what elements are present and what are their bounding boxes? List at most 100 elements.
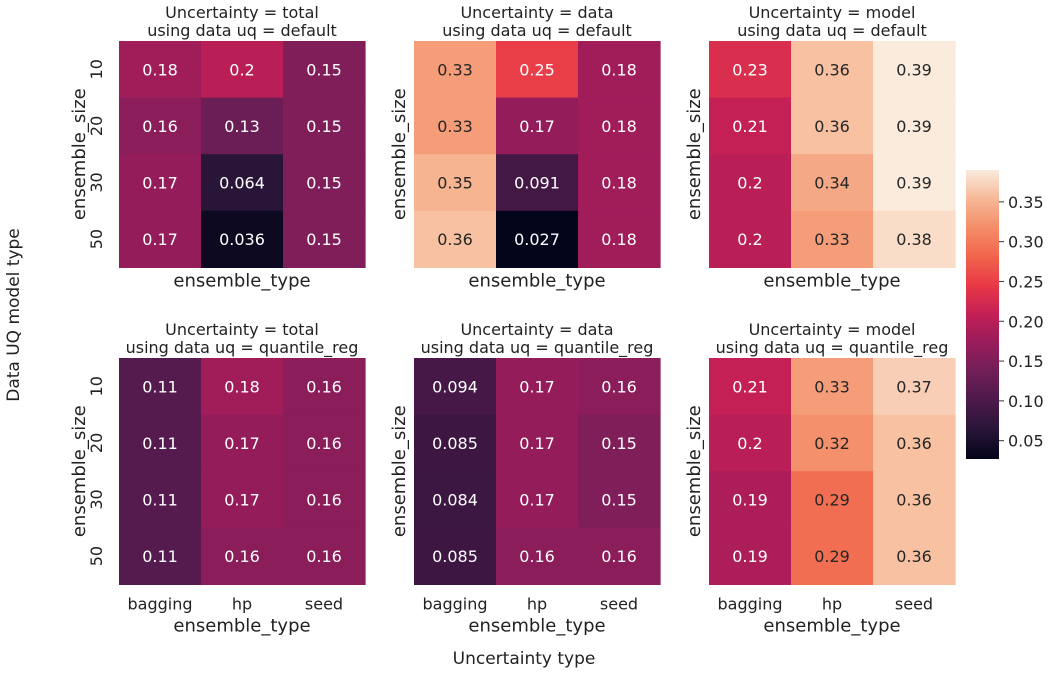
heatmap-cell bbox=[201, 414, 284, 472]
heatmap-cell bbox=[578, 97, 661, 155]
x-tick-label: bagging bbox=[422, 594, 487, 613]
cell-value-label: 0.25 bbox=[519, 60, 555, 79]
cell-value-label: 0.16 bbox=[142, 117, 178, 136]
panel-title-line1: Uncertainty = model bbox=[749, 320, 916, 339]
cell-value-label: 0.18 bbox=[601, 117, 637, 136]
y-axis-label: ensemble_size bbox=[69, 405, 90, 537]
y-tick-label: 20 bbox=[87, 116, 106, 136]
y-tick-label: 30 bbox=[87, 489, 106, 509]
cell-value-label: 0.084 bbox=[432, 491, 478, 510]
heatmap-cell bbox=[578, 154, 661, 212]
heatmap-cell bbox=[709, 471, 792, 529]
y-axis-label: ensemble_size bbox=[389, 88, 410, 220]
x-tick-label: seed bbox=[895, 594, 933, 613]
heatmap-cell bbox=[201, 471, 284, 529]
heatmap-cell bbox=[791, 414, 874, 472]
cell-value-label: 0.36 bbox=[814, 117, 850, 136]
heatmap-cell bbox=[201, 527, 284, 585]
cell-value-label: 0.36 bbox=[896, 491, 932, 510]
cell-value-label: 0.16 bbox=[306, 491, 342, 510]
heatmap-cell bbox=[709, 210, 792, 268]
cell-value-label: 0.15 bbox=[601, 434, 637, 453]
heatmap-cell bbox=[201, 358, 284, 416]
heatmap-cell bbox=[791, 154, 874, 212]
cell-value-label: 0.18 bbox=[601, 230, 637, 249]
x-tick-label: bagging bbox=[127, 594, 192, 613]
cell-value-label: 0.2 bbox=[229, 60, 254, 79]
cell-value-label: 0.11 bbox=[142, 547, 178, 566]
x-axis-label: ensemble_type bbox=[763, 270, 900, 291]
heatmap-panel-2: 0.33 0.25 0.18 0.33 0.17 0.18 0.35 0.091 0.18 0.3… bbox=[389, 3, 661, 291]
heatmap-panels: 0.18 0.2 0.15 0.16 0.13 0.15 0.17 0.064 0.15 0.17… bbox=[69, 3, 956, 636]
heatmap-cell bbox=[496, 210, 579, 268]
x-axis-label: ensemble_type bbox=[468, 615, 605, 636]
y-tick-label: 10 bbox=[87, 376, 106, 396]
heatmap-cell bbox=[119, 527, 202, 585]
y-axis-label: ensemble_size bbox=[684, 88, 705, 220]
heatmap-cell bbox=[283, 527, 366, 585]
cell-value-label: 0.11 bbox=[142, 377, 178, 396]
cell-value-label: 0.21 bbox=[732, 117, 768, 136]
colorbar-tick-label: 0.10 bbox=[1008, 392, 1044, 411]
heatmap-cell bbox=[709, 97, 792, 155]
cell-value-label: 0.34 bbox=[814, 174, 850, 193]
cell-value-label: 0.16 bbox=[519, 547, 555, 566]
cell-value-label: 0.16 bbox=[306, 377, 342, 396]
heatmap-cell bbox=[578, 210, 661, 268]
heatmap-cell bbox=[283, 210, 366, 268]
colorbar-tick-label: 0.25 bbox=[1008, 272, 1044, 291]
heatmap-cell bbox=[201, 97, 284, 155]
heatmap-cell bbox=[201, 41, 284, 99]
heatmap-cell bbox=[283, 154, 366, 212]
colorbar-tick-label: 0.35 bbox=[1008, 193, 1044, 212]
cell-value-label: 0.17 bbox=[224, 491, 260, 510]
cell-value-label: 0.21 bbox=[732, 377, 768, 396]
heatmap-cell bbox=[709, 414, 792, 472]
heatmap-cell bbox=[873, 358, 956, 416]
colorbar-tick-label: 0.15 bbox=[1008, 352, 1044, 371]
heatmap-cell bbox=[578, 471, 661, 529]
y-tick-label: 50 bbox=[87, 546, 106, 566]
heatmap-cell bbox=[119, 358, 202, 416]
panel-title-line2: using data uq = default bbox=[737, 21, 927, 40]
y-axis-label: ensemble_size bbox=[69, 88, 90, 220]
x-axis-label: ensemble_type bbox=[468, 270, 605, 291]
cell-value-label: 0.2 bbox=[737, 434, 762, 453]
cell-value-label: 0.085 bbox=[432, 434, 478, 453]
cell-value-label: 0.19 bbox=[732, 547, 768, 566]
heatmap-cell bbox=[791, 527, 874, 585]
heatmap-cell bbox=[496, 154, 579, 212]
y-axis-label: ensemble_size bbox=[389, 405, 410, 537]
cell-value-label: 0.13 bbox=[224, 117, 260, 136]
x-tick-label: seed bbox=[600, 594, 638, 613]
x-tick-label: hp bbox=[822, 594, 842, 613]
panel-title-line2: using data uq = default bbox=[147, 21, 337, 40]
heatmap-cell bbox=[414, 358, 497, 416]
heatmap-cell bbox=[873, 527, 956, 585]
heatmap-cell bbox=[873, 41, 956, 99]
cell-value-label: 0.19 bbox=[732, 491, 768, 510]
cell-value-label: 0.16 bbox=[306, 547, 342, 566]
heatmap-cell bbox=[873, 154, 956, 212]
heatmap-cell bbox=[791, 97, 874, 155]
panel-title-line1: Uncertainty = total bbox=[165, 320, 319, 339]
cell-value-label: 0.23 bbox=[732, 60, 768, 79]
x-tick-label: hp bbox=[527, 594, 547, 613]
heatmap-cell bbox=[119, 154, 202, 212]
cell-value-label: 0.16 bbox=[601, 547, 637, 566]
cell-value-label: 0.33 bbox=[437, 117, 473, 136]
heatmap-panel-1: 0.18 0.2 0.15 0.16 0.13 0.15 0.17 0.064 0.15 0.17… bbox=[69, 3, 366, 291]
cell-value-label: 0.18 bbox=[601, 174, 637, 193]
cell-value-label: 0.11 bbox=[142, 434, 178, 453]
heatmap-cell bbox=[414, 41, 497, 99]
cell-value-label: 0.38 bbox=[896, 230, 932, 249]
panel-title-line1: Uncertainty = data bbox=[460, 3, 613, 22]
cell-value-label: 0.18 bbox=[224, 377, 260, 396]
heatmap-cell bbox=[709, 527, 792, 585]
heatmap-cell bbox=[414, 97, 497, 155]
y-axis-label: ensemble_size bbox=[684, 405, 705, 537]
cell-value-label: 0.36 bbox=[896, 434, 932, 453]
heatmap-cell bbox=[414, 527, 497, 585]
heatmap-cell bbox=[283, 41, 366, 99]
cell-value-label: 0.35 bbox=[437, 174, 473, 193]
